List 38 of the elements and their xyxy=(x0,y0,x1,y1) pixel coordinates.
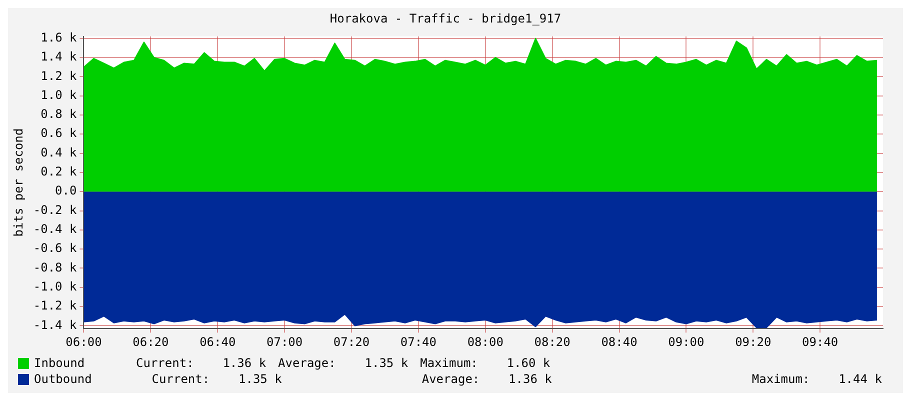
x-tick-label: 08:00 xyxy=(467,334,504,349)
y-tick-label: -0.6 k xyxy=(33,241,78,256)
y-tick-label: 1.0 k xyxy=(40,88,78,102)
x-tick-label: 09:20 xyxy=(735,334,772,349)
legend-label: Inbound xyxy=(34,356,86,370)
text: Average: 1.36 k xyxy=(422,372,552,386)
text: Maximum: 1.44 k xyxy=(752,372,882,386)
y-tick-label: -1.4 k xyxy=(33,318,78,332)
x-tick-label: 06:00 xyxy=(66,334,102,349)
text: Maximum: 1.60 k xyxy=(420,356,550,370)
text: Average: 1.35 k xyxy=(278,356,408,370)
x-tick-label: 07:20 xyxy=(333,334,370,349)
y-tick-label: 1.6 k xyxy=(40,30,78,44)
x-tick-label: 08:20 xyxy=(534,334,570,349)
x-tick-label: 09:40 xyxy=(802,334,838,349)
x-tick-label: 09:00 xyxy=(668,334,704,349)
y-tick-label: 0.4 k xyxy=(40,145,78,160)
text: Current: 1.36 k xyxy=(136,356,266,370)
y-axis-title: bits per second xyxy=(11,128,26,237)
x-tick-label: 08:40 xyxy=(601,334,638,349)
y-tick-label: -1.2 k xyxy=(33,298,78,313)
y-tick-label: 0.6 k xyxy=(40,126,78,140)
y-tick-label: -0.8 k xyxy=(33,260,78,274)
x-tick-label: 06:20 xyxy=(132,334,169,349)
x-tick-label: 07:00 xyxy=(266,334,303,349)
x-tick-label: 06:40 xyxy=(200,334,236,349)
y-tick-label: 1.2 k xyxy=(40,68,78,83)
x-tick-label: 07:40 xyxy=(400,334,437,349)
y-tick-label: -0.2 k xyxy=(33,202,78,217)
text: Current: 1.35 k xyxy=(152,372,282,386)
chart-title: Horakova - Traffic - bridge1_917 xyxy=(330,11,562,26)
y-tick-label: 0.8 k xyxy=(40,107,78,122)
y-tick-label: 0.2 k xyxy=(40,164,78,179)
y-tick-label: -1.0 k xyxy=(33,280,78,294)
y-tick-label: 0.0 xyxy=(55,184,77,198)
y-tick-label: -0.4 k xyxy=(33,222,78,236)
legend-label: Outbound xyxy=(34,372,92,386)
y-tick-label: 1.4 k xyxy=(40,50,78,64)
